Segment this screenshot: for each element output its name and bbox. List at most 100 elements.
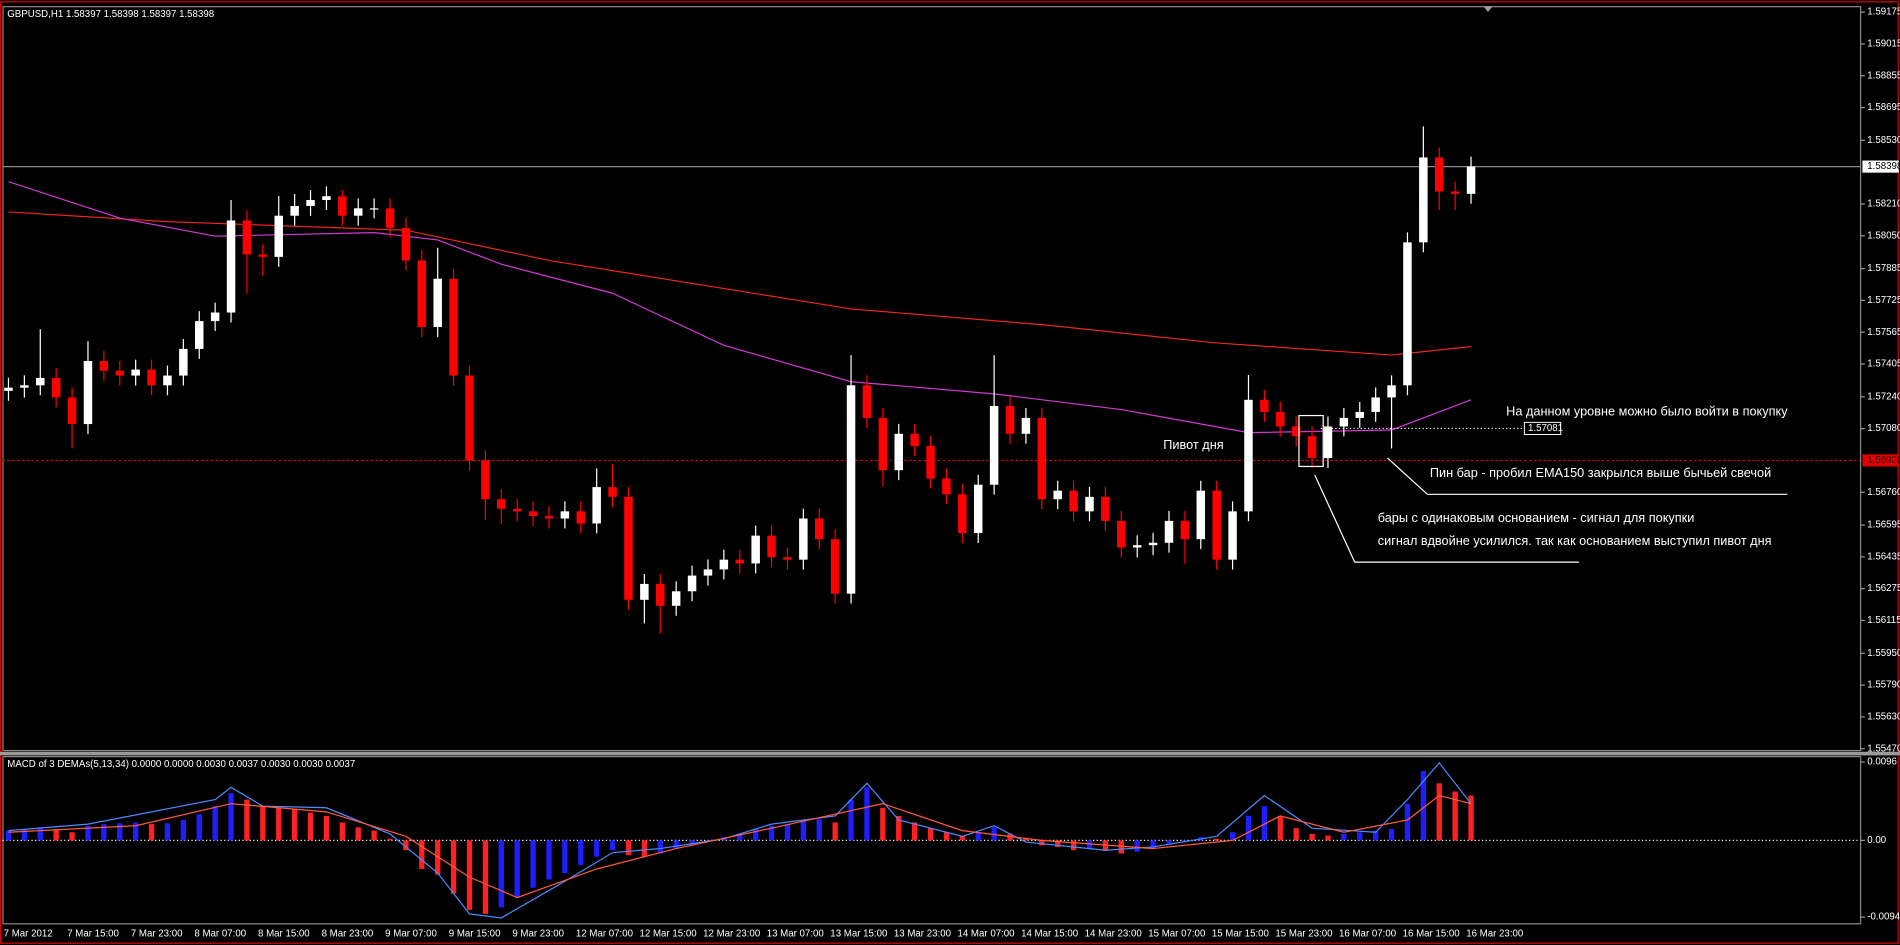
histogram-bar xyxy=(1372,830,1379,841)
candle-body xyxy=(163,375,172,386)
histogram-bar xyxy=(737,833,743,841)
candle-body xyxy=(1276,411,1285,427)
histogram-bar xyxy=(1039,840,1045,846)
candle-body xyxy=(322,196,331,200)
pivot-price-label: 1.56920 xyxy=(1867,455,1900,466)
y-tick-label: 1.55470 xyxy=(1867,743,1900,754)
histogram-bar xyxy=(132,822,139,841)
candle-body xyxy=(1228,511,1237,560)
y-tick-label: 0.0096 xyxy=(1867,757,1897,768)
histogram-bar xyxy=(1261,806,1268,841)
candle-body xyxy=(910,433,919,446)
histogram-bar xyxy=(1214,838,1220,841)
histogram-bar xyxy=(260,806,266,841)
candle-body xyxy=(1085,496,1094,512)
y-tick-label: 1.55630 xyxy=(1867,711,1900,722)
x-tick-label: 13 Mar 15:00 xyxy=(830,929,888,940)
candle-body xyxy=(36,377,45,386)
candle-body xyxy=(195,321,204,349)
histogram-bar xyxy=(339,822,345,841)
x-tick-label: 7 Mar 2012 xyxy=(4,929,53,940)
histogram-bar xyxy=(276,807,282,841)
y-tick-label: 1.57725 xyxy=(1867,295,1900,306)
candle-body xyxy=(99,361,109,371)
candle-body xyxy=(926,445,935,479)
y-tick-label: 1.57080 xyxy=(1867,423,1900,434)
x-tick-label: 12 Mar 15:00 xyxy=(640,929,698,940)
histogram-bar xyxy=(1245,815,1252,841)
histogram-bar xyxy=(864,787,870,841)
candle-body xyxy=(1132,545,1142,548)
histogram-bar xyxy=(117,823,123,841)
y-tick-label: 1.59175 xyxy=(1867,7,1900,18)
candle-body xyxy=(274,215,283,257)
candle-body xyxy=(894,433,903,471)
pivot-price-box xyxy=(1862,454,1899,467)
candle-body xyxy=(1387,385,1396,398)
x-tick-label: 9 Mar 07:00 xyxy=(385,929,437,940)
histogram-bar xyxy=(514,840,520,898)
y-tick-label: 1.58695 xyxy=(1867,102,1900,113)
candle-body xyxy=(1371,397,1380,412)
histogram-bar xyxy=(991,827,997,841)
histogram-bar xyxy=(530,840,536,888)
histogram-bar xyxy=(1277,815,1283,841)
candle-body xyxy=(1339,417,1349,427)
candle-body xyxy=(1323,426,1333,459)
candle-body xyxy=(767,535,776,558)
histogram-bar xyxy=(1452,791,1458,841)
histogram-bar xyxy=(1357,832,1363,841)
candle-body xyxy=(1244,399,1253,512)
candle-body xyxy=(1069,490,1078,512)
histogram-bar xyxy=(498,840,504,908)
histogram-bar xyxy=(148,824,155,841)
histogram-bar xyxy=(1388,828,1395,841)
histogram-bar xyxy=(896,815,902,841)
candle-body xyxy=(862,385,872,418)
candle-body xyxy=(179,348,188,376)
histogram-bar xyxy=(975,832,981,841)
candle-body xyxy=(719,559,729,570)
y-tick-label: 1.58855 xyxy=(1867,70,1900,81)
histogram-bar xyxy=(609,840,616,851)
candle-body xyxy=(115,370,125,376)
histogram-bar xyxy=(1420,771,1427,841)
y-tick-label: 1.55950 xyxy=(1867,648,1900,659)
histogram-bar xyxy=(387,838,393,841)
moving-average-line xyxy=(8,181,1472,434)
x-tick-label: 8 Mar 07:00 xyxy=(194,929,246,940)
candle-body xyxy=(1450,191,1460,194)
candle-body xyxy=(1101,496,1110,521)
histogram-bar xyxy=(1309,833,1315,841)
histogram-bar xyxy=(752,828,759,841)
histogram-bar xyxy=(307,812,314,841)
candle-body xyxy=(608,487,617,497)
histogram-bar xyxy=(403,840,409,851)
histogram-bar xyxy=(546,840,552,880)
histogram-bar xyxy=(101,824,107,841)
current-price-label: 1.58398 xyxy=(1867,161,1900,172)
candle-body xyxy=(799,518,808,560)
candle-body xyxy=(338,196,347,216)
indicator-line xyxy=(8,794,1472,899)
candle-body xyxy=(465,375,474,461)
histogram-bar xyxy=(212,806,218,841)
histogram-bar xyxy=(482,840,489,914)
candle-body xyxy=(83,361,93,425)
x-tick-label: 8 Mar 15:00 xyxy=(258,929,310,940)
candle-body xyxy=(560,511,570,519)
y-tick-label: 1.55790 xyxy=(1867,680,1900,691)
x-tick-label: 16 Mar 23:00 xyxy=(1466,929,1524,940)
histogram-bar xyxy=(800,820,807,841)
x-tick-label: 9 Mar 23:00 xyxy=(512,929,564,940)
histogram-bar xyxy=(927,828,934,841)
histogram-bar xyxy=(435,840,441,875)
histogram-bar xyxy=(1070,840,1077,851)
candle-body xyxy=(401,227,411,261)
histogram-bar xyxy=(625,840,632,856)
x-tick-label: 15 Mar 07:00 xyxy=(1148,929,1206,940)
candle-body xyxy=(1005,405,1015,434)
histogram-bar xyxy=(180,820,187,841)
